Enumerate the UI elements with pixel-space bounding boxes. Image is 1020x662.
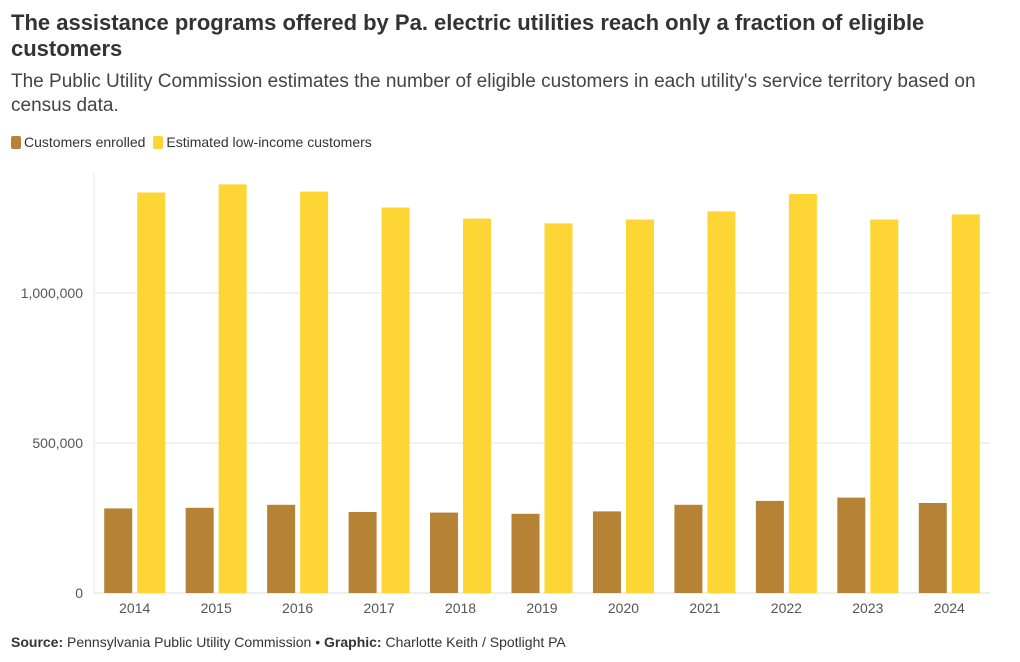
legend-swatch-enrolled — [11, 135, 21, 149]
x-tick-label: 2018 — [445, 600, 476, 616]
x-tick-label: 2014 — [119, 600, 150, 616]
y-tick-label: 0 — [75, 585, 83, 601]
legend-item-enrolled: Customers enrolled — [11, 134, 145, 150]
graphic-text: Charlotte Keith / Spotlight PA — [385, 634, 566, 650]
legend-item-eligible: Estimated low-income customers — [153, 134, 372, 150]
y-tick-label: 500,000 — [32, 435, 83, 451]
bar-eligible — [137, 192, 166, 593]
x-tick-label: 2023 — [852, 600, 883, 616]
bar-enrolled — [511, 513, 540, 593]
bar-enrolled — [104, 508, 133, 593]
bar-enrolled — [430, 512, 459, 593]
legend-label-enrolled: Customers enrolled — [24, 134, 146, 150]
bar-chart: 0 500,000 1,000,000 2014 2015 2016 2017 2018 201… — [21, 173, 990, 616]
bar-enrolled — [674, 504, 703, 593]
bar-enrolled — [837, 497, 866, 593]
bar-eligible — [218, 184, 247, 593]
bar-enrolled — [755, 500, 784, 593]
x-tick-label: 2021 — [689, 600, 720, 616]
x-tick-label: 2017 — [364, 600, 395, 616]
chart-subtitle: The Public Utility Commission estimates … — [11, 71, 976, 116]
x-tick-label: 2020 — [608, 600, 639, 616]
bar-enrolled — [185, 507, 214, 593]
source-text: Pennsylvania Public Utility Commission — [67, 634, 312, 650]
bar-enrolled — [918, 503, 947, 593]
bar-eligible — [951, 214, 980, 593]
legend-swatch-eligible — [153, 135, 164, 149]
bar-eligible — [788, 194, 817, 593]
x-tick-label: 2024 — [934, 600, 965, 616]
legend-label-eligible: Estimated low-income customers — [166, 134, 372, 150]
bar-enrolled — [348, 512, 377, 593]
footer-separator: • — [315, 634, 321, 650]
x-tick-label: 2016 — [282, 600, 313, 616]
legend: Customers enrolled Estimated low-income … — [11, 134, 380, 150]
x-tick-label: 2015 — [201, 600, 232, 616]
y-tick-label: 1,000,000 — [21, 285, 83, 301]
bar-eligible — [381, 207, 410, 593]
chart-title: The assistance programs offered by Pa. e… — [11, 10, 925, 61]
source-label: Source: — [11, 634, 64, 650]
bar-eligible — [300, 191, 329, 593]
bar-eligible — [707, 211, 736, 593]
footer: Source: Pennsylvania Public Utility Comm… — [11, 634, 566, 650]
graphic-label: Graphic: — [324, 634, 382, 650]
bar-eligible — [625, 219, 654, 593]
x-tick-label: 2019 — [526, 600, 557, 616]
bar-enrolled — [267, 504, 296, 593]
bar-enrolled — [592, 511, 621, 593]
bar-eligible — [544, 223, 573, 593]
x-tick-label: 2022 — [771, 600, 802, 616]
bar-eligible — [870, 219, 899, 593]
bar-eligible — [463, 218, 492, 593]
